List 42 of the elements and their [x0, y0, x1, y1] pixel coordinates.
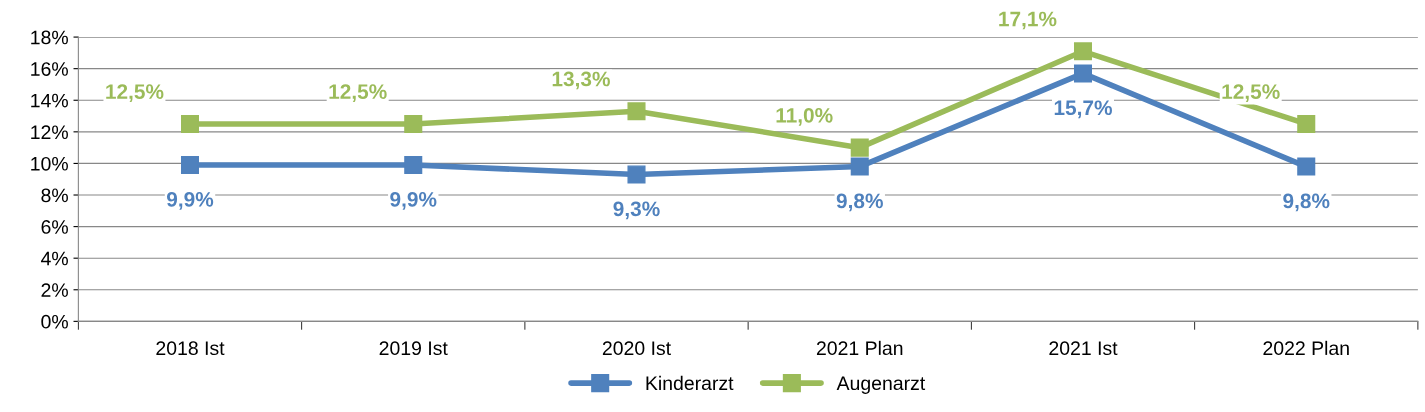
data-label: 15,7% — [1054, 100, 1112, 119]
x-tick-label: 2020 Ist — [602, 341, 671, 356]
y-tick-label: 0% — [41, 314, 68, 329]
data-label: 12,5% — [1222, 84, 1280, 102]
point — [404, 114, 423, 133]
data-label: 17,1% — [999, 11, 1057, 30]
y-tick-label: 10% — [31, 156, 68, 171]
point — [180, 114, 200, 133]
point — [627, 102, 646, 121]
point — [850, 157, 869, 176]
legend-label: Kinderarzt — [646, 375, 734, 391]
point — [404, 155, 423, 175]
point — [1297, 114, 1316, 133]
point — [1297, 157, 1316, 176]
data-label: 9,9% — [166, 191, 214, 210]
y-tick-label: 18% — [31, 30, 68, 45]
legend-label: Augenarzt — [836, 376, 926, 394]
point — [1073, 42, 1093, 61]
y-tick-label: 6% — [41, 220, 68, 234]
data-label: 9,8% — [1283, 193, 1330, 212]
x-tick-label: 2021 Plan — [816, 340, 903, 356]
data-label: 11,0% — [776, 107, 833, 126]
y-tick-label: 8% — [41, 188, 68, 203]
data-label: 9,9% — [390, 191, 437, 210]
data-label: 9,8% — [836, 193, 883, 212]
point — [850, 138, 869, 157]
y-tick-label: 14% — [31, 93, 68, 108]
x-tick-label: 2018 Ist — [156, 341, 225, 356]
x-tick-label: 2021 Ist — [1049, 341, 1118, 356]
y-tick-label: 4% — [41, 251, 68, 266]
y-tick-label: 16% — [31, 62, 68, 76]
data-label: 9,3% — [613, 201, 660, 220]
point — [627, 165, 646, 184]
data-label: 13,3% — [552, 71, 610, 90]
y-tick-label: 12% — [31, 125, 68, 139]
x-tick-label: 2022 Plan — [1263, 340, 1349, 356]
data-label: 12,5% — [329, 84, 387, 102]
point — [180, 155, 200, 175]
x-tick-label: 2019 Ist — [379, 341, 448, 356]
point — [1073, 64, 1093, 83]
data-label: 12,5% — [106, 84, 164, 102]
y-tick-label: 2% — [41, 283, 68, 297]
